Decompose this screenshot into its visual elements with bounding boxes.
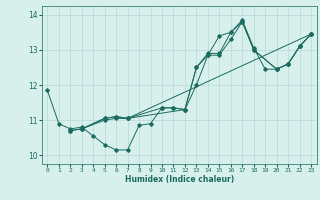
X-axis label: Humidex (Indice chaleur): Humidex (Indice chaleur) <box>124 175 234 184</box>
